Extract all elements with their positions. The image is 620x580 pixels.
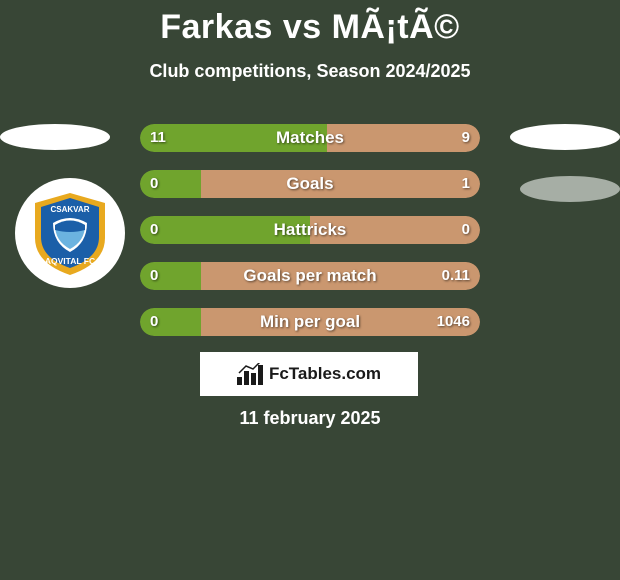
club1-name-bottom: AQVITAL FC: [45, 256, 95, 266]
player1-ellipse: [0, 124, 110, 150]
club1-badge: CSAKVAR AQVITAL FC: [15, 178, 125, 288]
stat-label: Goals per match: [140, 262, 480, 290]
brand-footer: FcTables.com: [200, 352, 418, 396]
player2-ellipse: [510, 124, 620, 150]
club1-name-top: CSAKVAR: [51, 205, 90, 214]
date-label: 11 february 2025: [0, 408, 620, 429]
page-title: Farkas vs MÃ¡tÃ©: [0, 0, 620, 47]
stats-bars: 119Matches 01Goals 00Hattricks 00.11Goals p…: [140, 124, 480, 354]
stat-bar: 01Goals: [140, 170, 480, 198]
club1-crest-icon: CSAKVAR AQVITAL FC: [25, 188, 115, 278]
stat-bar: 119Matches: [140, 124, 480, 152]
subtitle: Club competitions, Season 2024/2025: [0, 61, 620, 82]
stat-label: Hattricks: [140, 216, 480, 244]
stat-label: Goals: [140, 170, 480, 198]
stat-bar: 00Hattricks: [140, 216, 480, 244]
brand-label: FcTables.com: [269, 364, 381, 384]
bars-chart-icon: [237, 363, 263, 385]
stat-bar: 00.11Goals per match: [140, 262, 480, 290]
stat-bar: 01046Min per goal: [140, 308, 480, 336]
stat-label: Matches: [140, 124, 480, 152]
stat-label: Min per goal: [140, 308, 480, 336]
player2-shadow-ellipse: [520, 176, 620, 202]
